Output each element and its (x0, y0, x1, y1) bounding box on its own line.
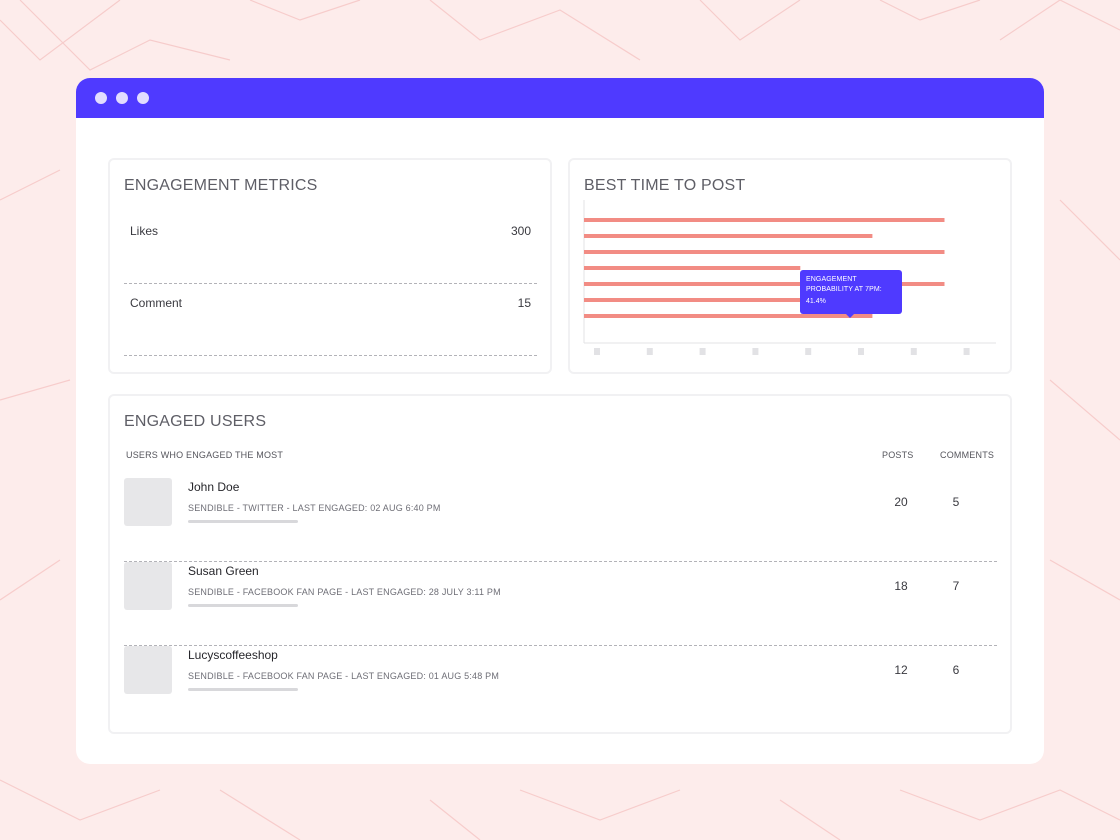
chart-bar[interactable] (584, 218, 945, 222)
card-title: BEST TIME TO POST (584, 177, 746, 194)
chart-bar[interactable] (584, 282, 945, 286)
avatar (124, 478, 172, 526)
metric-label: Comment (130, 296, 183, 310)
window-control-dot[interactable] (116, 92, 128, 104)
user-name[interactable]: John Doe (188, 480, 240, 494)
metric-row-likes: Likes 300 (124, 212, 537, 284)
chart-bar[interactable] (584, 266, 801, 270)
user-name[interactable]: Susan Green (188, 564, 259, 578)
chart-bar[interactable] (584, 250, 945, 254)
x-tick (910, 348, 917, 355)
window-control-dot[interactable] (137, 92, 149, 104)
engaged-users-card: ENGAGED USERS USERS WHO ENGAGED THE MOST… (108, 394, 1012, 734)
metric-row-comment: Comment 15 (124, 284, 537, 356)
user-comments: 6 (952, 663, 960, 677)
user-meta: SENDIBLE - TWITTER - LAST ENGAGED: 02 AU… (188, 503, 441, 513)
user-bar (188, 520, 298, 523)
x-tick (963, 348, 970, 355)
avatar (124, 646, 172, 694)
best-time-chart (583, 200, 996, 355)
user-row[interactable]: John Doe SENDIBLE - TWITTER - LAST ENGAG… (124, 478, 997, 562)
chart-bar[interactable] (584, 314, 873, 318)
metric-value: 300 (510, 224, 531, 238)
column-header-comments[interactable]: COMMENTS (940, 450, 995, 460)
app-window: ENGAGEMENT METRICS Likes 300 Comment 15 … (76, 78, 1044, 764)
window-control-dot[interactable] (95, 92, 107, 104)
chart-bar[interactable] (584, 234, 873, 238)
user-bar (188, 604, 298, 607)
chart-bar[interactable] (584, 298, 801, 302)
user-comments: 7 (952, 579, 960, 593)
column-header-posts[interactable]: POSTS (882, 450, 914, 460)
x-tick (646, 348, 653, 355)
user-posts: 20 (894, 495, 908, 509)
metric-value: 15 (517, 296, 531, 310)
user-bar (188, 688, 298, 691)
x-tick (699, 348, 706, 355)
card-title: ENGAGED USERS (124, 413, 267, 430)
avatar (124, 562, 172, 610)
user-posts: 12 (894, 663, 908, 677)
user-meta: SENDIBLE - FACEBOOK FAN PAGE - LAST ENGA… (188, 587, 501, 597)
user-comments: 5 (952, 495, 960, 509)
best-time-card: BEST TIME TO POST ENGAGEMENT PROBABILITY… (568, 158, 1012, 374)
user-meta: SENDIBLE - FACEBOOK FAN PAGE - LAST ENGA… (188, 671, 500, 681)
user-row[interactable]: Lucyscoffeeshop SENDIBLE - FACEBOOK FAN … (124, 646, 997, 730)
user-name[interactable]: Lucyscoffeeshop (188, 648, 278, 662)
card-title: ENGAGEMENT METRICS (124, 177, 318, 194)
metric-label: Likes (130, 224, 159, 238)
x-tick (805, 348, 812, 355)
tooltip-value: 41.4% (806, 298, 826, 305)
engagement-metrics-card: ENGAGEMENT METRICS Likes 300 Comment 15 (108, 158, 552, 374)
x-tick (752, 348, 759, 355)
tooltip-label: ENGAGEMENT PROBABILITY AT 7PM: (806, 276, 882, 293)
column-header-users: USERS WHO ENGAGED THE MOST (126, 450, 284, 460)
chart-tooltip: ENGAGEMENT PROBABILITY AT 7PM: 41.4% (800, 270, 902, 318)
x-tick (594, 348, 600, 355)
user-posts: 18 (894, 579, 908, 593)
window-titlebar (76, 78, 1044, 118)
x-tick (858, 348, 864, 355)
user-row[interactable]: Susan Green SENDIBLE - FACEBOOK FAN PAGE… (124, 562, 997, 646)
